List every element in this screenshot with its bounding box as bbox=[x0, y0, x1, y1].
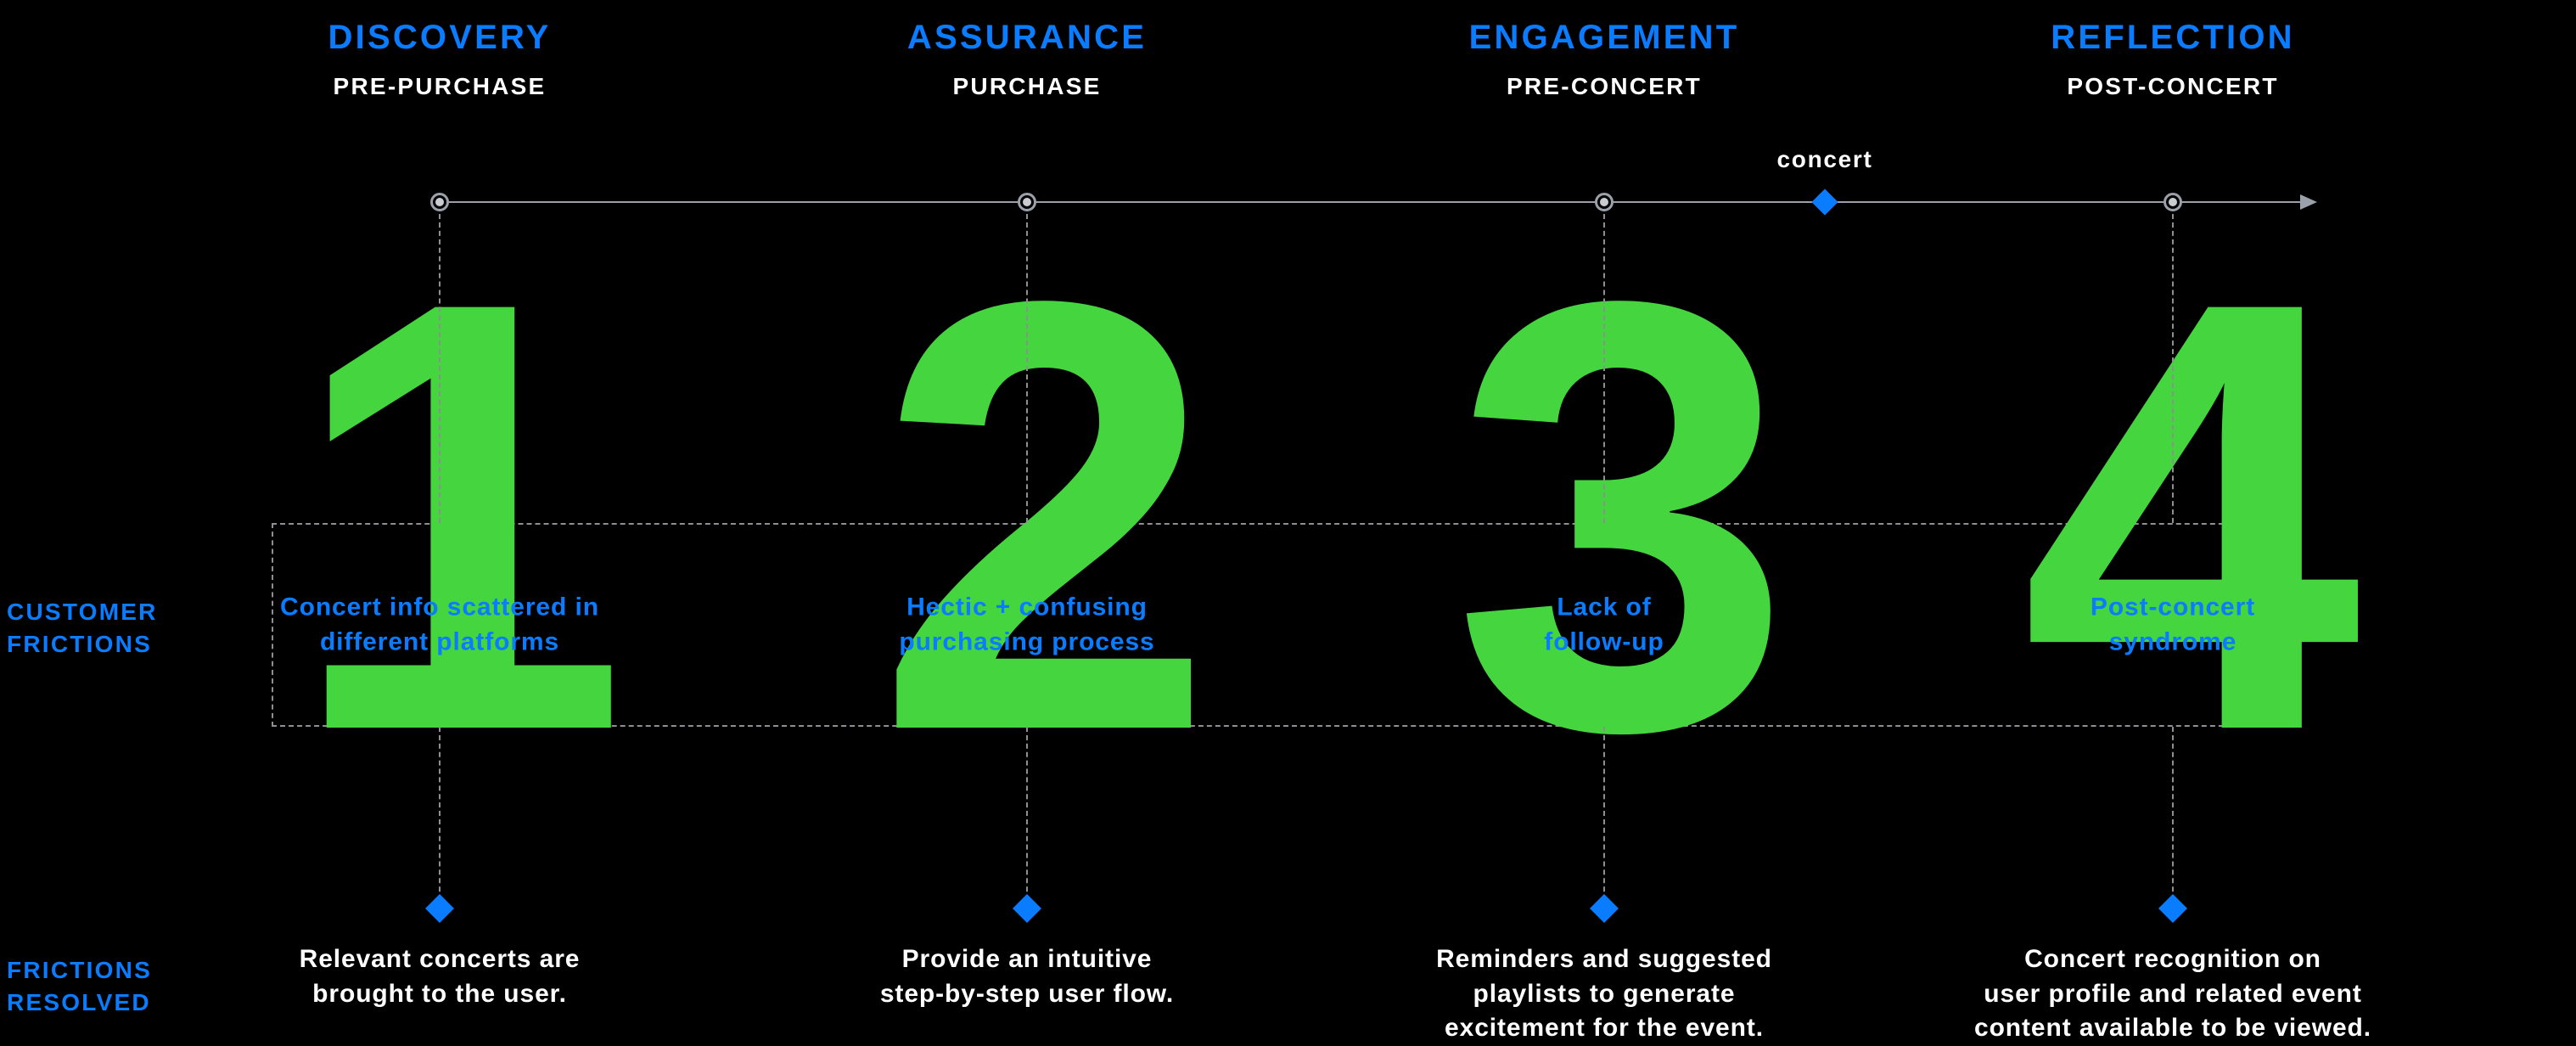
vdash-top-2 bbox=[1026, 214, 1028, 523]
timeline-dot-2-inner bbox=[1023, 198, 1031, 206]
timeline-dot-1-inner bbox=[435, 198, 444, 206]
resolved-text-4: Concert recognition on user profile and … bbox=[1974, 942, 2371, 1046]
diamond-3-icon bbox=[1590, 894, 1619, 923]
friction-text-2: Hectic + confusing purchasing process bbox=[899, 591, 1154, 660]
stage-subtitle-discovery: PRE-PURCHASE bbox=[334, 73, 547, 100]
stage-subtitle-engagement: PRE-CONCERT bbox=[1507, 73, 1702, 100]
stage-title-assurance: ASSURANCE bbox=[907, 19, 1147, 57]
vdash-top-3 bbox=[1603, 214, 1605, 523]
vdash-bot-1 bbox=[439, 727, 441, 908]
stage-subtitle-reflection: POST-CONCERT bbox=[2067, 73, 2278, 100]
vdash-bot-2 bbox=[1026, 727, 1028, 908]
friction-text-4: Post-concert syndrome bbox=[2091, 591, 2255, 660]
resolved-text-2: Provide an intuitive step-by-step user f… bbox=[880, 942, 1174, 1011]
vdash-top-4 bbox=[2172, 214, 2174, 523]
stage-title-discovery: DISCOVERY bbox=[328, 19, 552, 57]
timeline-dot-4-inner bbox=[2169, 198, 2177, 206]
diamond-4-icon bbox=[2158, 894, 2187, 923]
row-label-resolved: FRICTIONS RESOLVED bbox=[7, 954, 152, 1019]
concert-label: concert bbox=[1777, 146, 1873, 173]
diamond-2-icon bbox=[1013, 894, 1041, 923]
vdash-bot-4 bbox=[2172, 727, 2174, 908]
concert-marker-icon bbox=[1811, 188, 1838, 215]
timeline-dot-3-inner bbox=[1600, 198, 1608, 206]
diamond-1-icon bbox=[425, 894, 454, 923]
friction-text-3: Lack of follow-up bbox=[1544, 591, 1664, 660]
stage-title-reflection: REFLECTION bbox=[2051, 19, 2295, 57]
stage-title-engagement: ENGAGEMENT bbox=[1469, 19, 1740, 57]
resolved-text-3: Reminders and suggested playlists to gen… bbox=[1436, 942, 1772, 1046]
vdash-bot-3 bbox=[1603, 727, 1605, 908]
row-label-frictions: CUSTOMER FRICTIONS bbox=[7, 596, 158, 661]
stage-subtitle-assurance: PURCHASE bbox=[952, 73, 1101, 100]
resolved-text-1: Relevant concerts are brought to the use… bbox=[300, 942, 581, 1011]
friction-text-1: Concert info scattered in different plat… bbox=[280, 591, 599, 660]
vdash-top-1 bbox=[439, 214, 441, 523]
